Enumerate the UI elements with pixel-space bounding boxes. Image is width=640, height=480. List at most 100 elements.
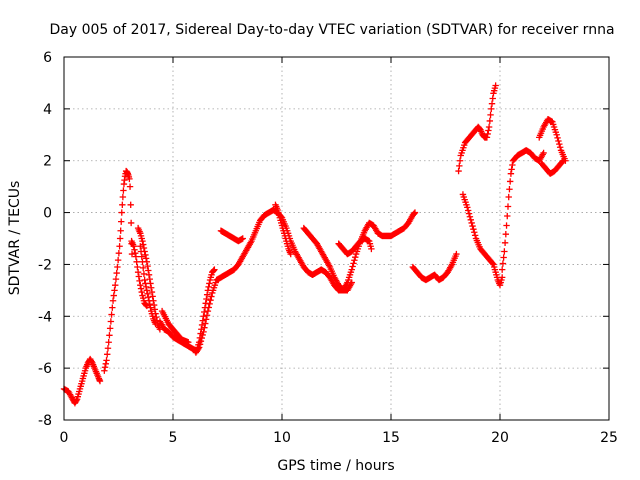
- data-point: [203, 295, 210, 303]
- data-point: [465, 210, 473, 217]
- data-point: [488, 105, 495, 113]
- data-point: [110, 292, 117, 299]
- data-point: [147, 304, 154, 311]
- data-point: [146, 300, 153, 308]
- data-point: [556, 144, 564, 151]
- x-tick-label: 5: [169, 430, 178, 446]
- data-point: [468, 219, 475, 227]
- y-tick-label: 2: [43, 154, 52, 170]
- x-tick-label: 0: [60, 430, 69, 446]
- data-point: [117, 227, 124, 234]
- plot-frame: [63, 56, 610, 421]
- data-point: [133, 258, 140, 266]
- data-point: [132, 249, 139, 257]
- data-point: [106, 332, 113, 339]
- data-point: [553, 131, 560, 138]
- y-tick-labels: -8 -6 -4 -2 0 2 4 6: [38, 50, 52, 429]
- data-point: [104, 345, 112, 352]
- data-point: [144, 262, 151, 270]
- data-point: [411, 209, 419, 216]
- data-point: [128, 250, 136, 258]
- data-point: [349, 263, 356, 270]
- data-point: [498, 274, 506, 281]
- data-point: [105, 339, 112, 346]
- data-point: [506, 186, 513, 193]
- data-point: [127, 201, 134, 208]
- data-point: [134, 269, 142, 276]
- data-point: [456, 162, 463, 170]
- data-point: [101, 367, 108, 374]
- data-point: [119, 201, 126, 208]
- data-point: [111, 287, 118, 294]
- data-point: [135, 273, 143, 280]
- data-point: [351, 257, 358, 264]
- data-point: [140, 244, 148, 252]
- data-point: [456, 157, 464, 164]
- data-point: [348, 266, 355, 273]
- data-point: [132, 253, 140, 260]
- data-point: [112, 281, 119, 289]
- data-point: [469, 222, 476, 230]
- x-tick-label: 20: [491, 430, 509, 446]
- data-point: [118, 218, 125, 225]
- data-point: [139, 258, 146, 266]
- data-point: [73, 397, 80, 404]
- data-point: [352, 253, 359, 261]
- data-point: [106, 325, 114, 332]
- grid: [64, 57, 609, 420]
- data-point: [118, 209, 125, 216]
- data-point: [109, 304, 116, 311]
- data-point: [466, 213, 474, 220]
- data-point: [503, 222, 510, 229]
- data-point: [556, 140, 563, 148]
- data-point: [96, 377, 104, 385]
- data-point: [112, 275, 120, 283]
- data-point: [489, 95, 496, 102]
- data-point: [136, 277, 143, 285]
- data-point: [499, 260, 507, 267]
- data-point: [145, 297, 153, 304]
- data-point: [205, 283, 212, 291]
- data-point: [149, 293, 156, 300]
- data-point: [471, 232, 479, 239]
- data-point: [485, 127, 492, 134]
- data-point: [114, 256, 122, 264]
- data-point: [506, 178, 514, 185]
- data-point: [142, 251, 149, 259]
- data-point: [204, 287, 212, 294]
- data-point: [185, 339, 192, 346]
- data-point: [148, 288, 156, 296]
- data-point: [554, 134, 561, 142]
- chart-title: Day 005 of 2017, Sidereal Day-to-day VTE…: [49, 22, 614, 38]
- data-point: [134, 263, 141, 271]
- x-tick-label: 10: [273, 430, 291, 446]
- data-point: [145, 271, 153, 278]
- data-point: [350, 260, 357, 267]
- data-point: [500, 254, 507, 261]
- data-point: [560, 157, 567, 164]
- data-point: [201, 308, 208, 316]
- data-point: [489, 260, 496, 267]
- data-point: [195, 339, 203, 346]
- data-point: [196, 334, 204, 342]
- data-point: [151, 306, 159, 313]
- data-point: [202, 300, 209, 307]
- data-point: [143, 287, 151, 294]
- data-point: [198, 321, 206, 329]
- data-point: [101, 364, 109, 371]
- y-tick-label: -8: [38, 413, 52, 429]
- data-point: [138, 253, 145, 260]
- x-tick-labels: 0 5 10 15 20 25: [60, 430, 618, 446]
- x-axis-label: GPS time / hours: [277, 458, 394, 474]
- data-point: [126, 183, 134, 190]
- data-point: [287, 250, 294, 258]
- data-point: [464, 204, 471, 211]
- y-tick-label: -2: [38, 257, 52, 273]
- data-point: [146, 275, 153, 283]
- data-point: [505, 193, 512, 201]
- data-point: [114, 263, 121, 271]
- data-point: [137, 285, 145, 292]
- y-tick-label: 0: [43, 206, 52, 222]
- data-point: [470, 225, 477, 233]
